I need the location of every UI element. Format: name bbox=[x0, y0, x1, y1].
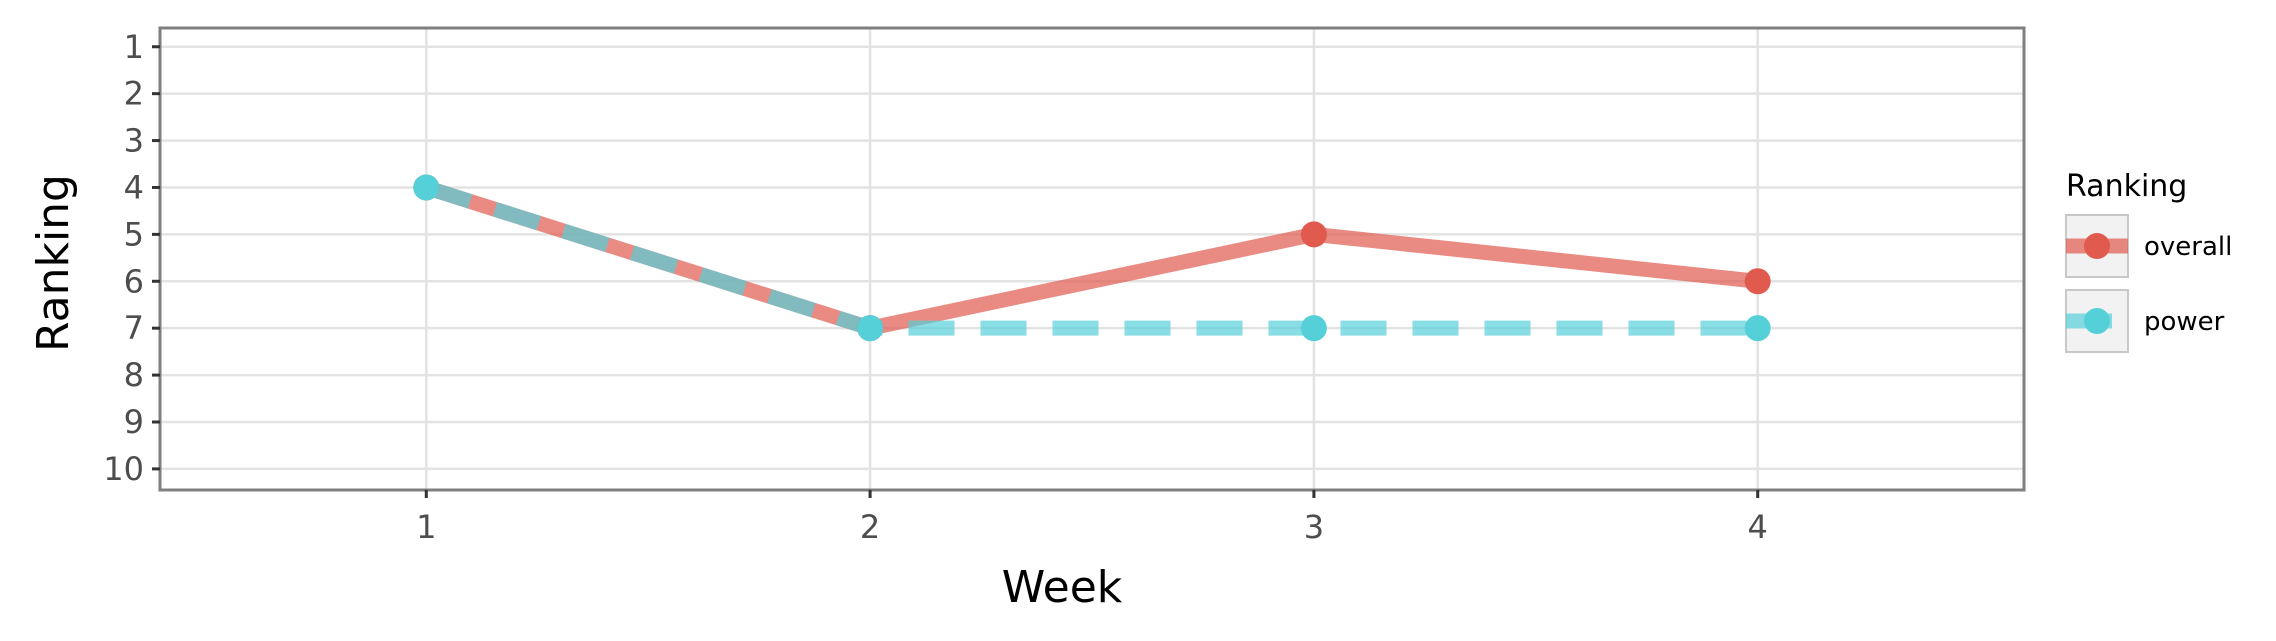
legend-label-power: power bbox=[2144, 307, 2225, 337]
y-tick-label: 6 bbox=[124, 262, 144, 300]
plot-background bbox=[160, 28, 2024, 490]
legend: Ranking overall power bbox=[2065, 169, 2232, 353]
x-axis-title: Week bbox=[1002, 562, 1123, 613]
data-point-power bbox=[1300, 315, 1327, 342]
x-tick-label: 1 bbox=[416, 508, 436, 546]
y-tick-label: 5 bbox=[124, 215, 144, 253]
axes: 1 2 3 4 5 6 7 8 9 10 1 2 3 4 bbox=[103, 28, 1768, 546]
data-point-power bbox=[1744, 315, 1771, 342]
series-lines bbox=[424, 180, 1759, 336]
y-tick-label: 8 bbox=[124, 356, 144, 394]
data-point-overall bbox=[1300, 221, 1327, 248]
y-tick-label: 10 bbox=[103, 450, 144, 488]
data-point-power bbox=[413, 174, 440, 201]
data-point-power bbox=[857, 315, 884, 342]
legend-items: overall power bbox=[2065, 214, 2232, 353]
legend-label-overall: overall bbox=[2144, 232, 2232, 262]
data-point-overall bbox=[1744, 268, 1771, 295]
y-tick-label: 9 bbox=[124, 403, 144, 441]
y-tick-label: 7 bbox=[124, 309, 144, 347]
legend-key-marker bbox=[2084, 308, 2110, 334]
legend-key-marker bbox=[2084, 233, 2110, 259]
plot-border bbox=[158, 26, 2026, 492]
x-tick-label: 4 bbox=[1748, 508, 1768, 546]
series-points bbox=[413, 174, 1771, 342]
legend-title: Ranking bbox=[2066, 169, 2187, 204]
x-tick-label: 3 bbox=[1304, 508, 1324, 546]
y-tick-label: 1 bbox=[124, 28, 144, 66]
series-line-power bbox=[424, 180, 1758, 336]
y-axis-title: Ranking bbox=[28, 174, 79, 352]
y-tick-label: 2 bbox=[124, 75, 144, 113]
y-tick-label: 3 bbox=[124, 122, 144, 160]
y-tick-label: 4 bbox=[124, 168, 144, 206]
x-tick-label: 2 bbox=[860, 508, 880, 546]
